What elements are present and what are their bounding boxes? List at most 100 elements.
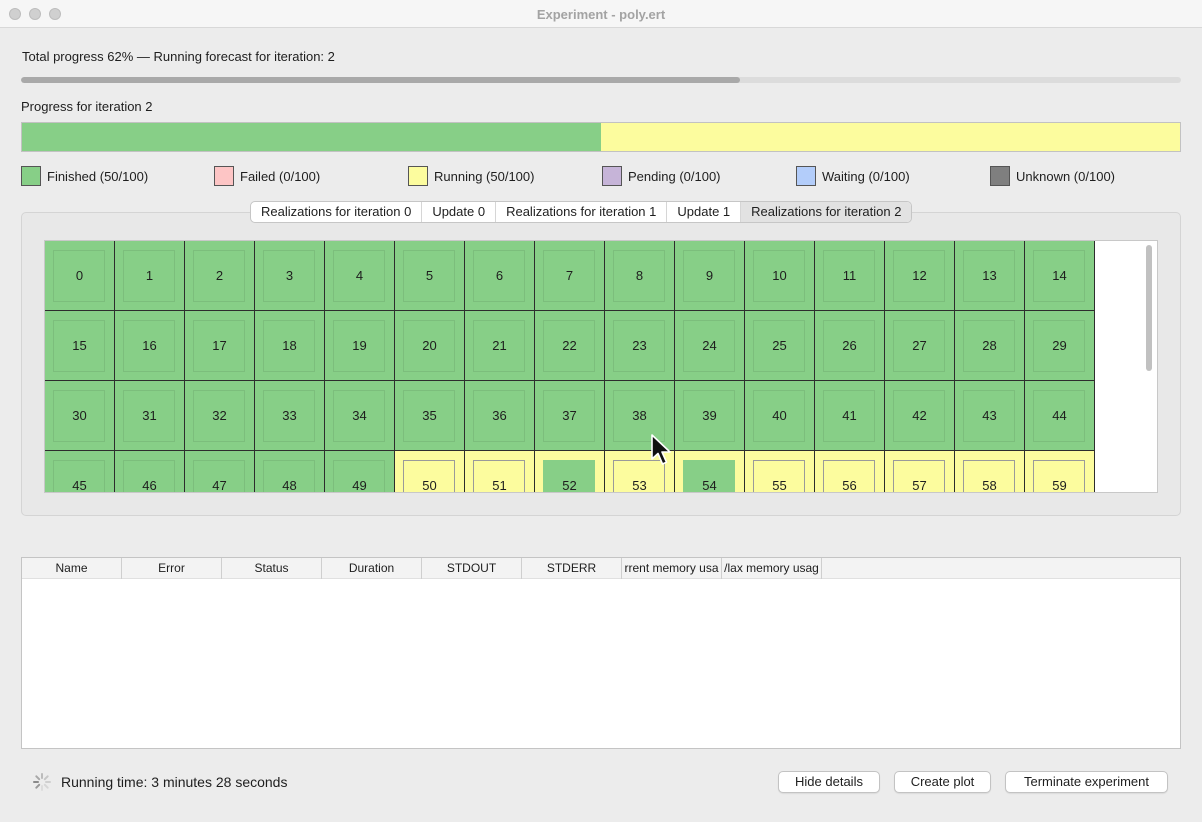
zoom-window-button[interactable] [49, 8, 61, 20]
realization-job-indicator [123, 390, 175, 442]
realization-cell[interactable]: 23 [605, 311, 675, 381]
minimize-window-button[interactable] [29, 8, 41, 20]
grid-scroll-thumb[interactable] [1146, 245, 1152, 371]
terminate-experiment-button[interactable]: Terminate experiment [1005, 771, 1168, 793]
realization-cell[interactable]: 39 [675, 381, 745, 451]
realization-cell[interactable]: 56 [815, 451, 885, 492]
column-header[interactable]: Status [222, 558, 322, 579]
realization-cell[interactable]: 54 [675, 451, 745, 492]
realization-job-indicator [53, 250, 105, 302]
realization-cell[interactable]: 11 [815, 241, 885, 311]
realization-cell[interactable]: 42 [885, 381, 955, 451]
create-plot-button[interactable]: Create plot [894, 771, 991, 793]
realization-number: 41 [842, 408, 857, 423]
tab-realizations-iteration-0[interactable]: Realizations for iteration 0 [251, 202, 423, 222]
realization-cell[interactable]: 51 [465, 451, 535, 492]
column-header[interactable]: Name [22, 558, 122, 579]
realization-cell[interactable]: 47 [185, 451, 255, 492]
realization-cell[interactable]: 15 [45, 311, 115, 381]
tab-realizations-iteration-1[interactable]: Realizations for iteration 1 [496, 202, 668, 222]
realization-cell[interactable]: 2 [185, 241, 255, 311]
realization-cell[interactable]: 44 [1025, 381, 1095, 451]
realization-cell[interactable]: 36 [465, 381, 535, 451]
realization-cell[interactable]: 21 [465, 311, 535, 381]
realization-cell[interactable]: 14 [1025, 241, 1095, 311]
realization-cell[interactable]: 22 [535, 311, 605, 381]
realization-cell[interactable]: 28 [955, 311, 1025, 381]
realization-job-indicator [193, 460, 245, 492]
realization-cell[interactable]: 49 [325, 451, 395, 492]
realization-cell[interactable]: 8 [605, 241, 675, 311]
realization-cell[interactable]: 18 [255, 311, 325, 381]
realization-cell[interactable]: 45 [45, 451, 115, 492]
realization-cell[interactable]: 59 [1025, 451, 1095, 492]
realization-cell[interactable]: 19 [325, 311, 395, 381]
tab-update-0[interactable]: Update 0 [422, 202, 497, 222]
realization-cell[interactable]: 31 [115, 381, 185, 451]
realization-cell[interactable]: 20 [395, 311, 465, 381]
realization-cell[interactable]: 4 [325, 241, 395, 311]
grid-vertical-scrollbar[interactable] [1146, 243, 1154, 491]
realization-cell[interactable]: 6 [465, 241, 535, 311]
realization-grid-view[interactable]: 0 1 2 3 4 5 6 7 8 9 10 11 12 13 14 15 16 17 18 19 20 21 22 23 24… [44, 240, 1158, 493]
realization-cell[interactable]: 33 [255, 381, 325, 451]
realization-job-indicator [823, 250, 875, 302]
realization-cell[interactable]: 48 [255, 451, 325, 492]
realization-cell[interactable]: 1 [115, 241, 185, 311]
realization-cell[interactable]: 17 [185, 311, 255, 381]
realization-number: 6 [495, 268, 504, 283]
legend-pending-label: Pending (0/100) [628, 168, 721, 184]
close-window-button[interactable] [9, 8, 21, 20]
realization-job-indicator [893, 250, 945, 302]
realization-job-indicator [193, 320, 245, 372]
realization-cell[interactable]: 10 [745, 241, 815, 311]
tab-realizations-iteration-2[interactable]: Realizations for iteration 2 [741, 202, 912, 222]
realization-job-indicator [963, 390, 1015, 442]
realization-cell[interactable]: 41 [815, 381, 885, 451]
realization-cell[interactable]: 25 [745, 311, 815, 381]
column-header[interactable]: rrent memory usa [622, 558, 722, 579]
realization-cell[interactable]: 37 [535, 381, 605, 451]
realization-cell[interactable]: 27 [885, 311, 955, 381]
job-table[interactable]: Name Error Status Duration STDOUT STDERR rrent… [21, 557, 1181, 749]
realization-cell[interactable]: 13 [955, 241, 1025, 311]
realization-cell[interactable]: 29 [1025, 311, 1095, 381]
realization-number: 4 [355, 268, 364, 283]
realization-cell[interactable]: 30 [45, 381, 115, 451]
realization-cell[interactable]: 50 [395, 451, 465, 492]
realization-cell[interactable]: 7 [535, 241, 605, 311]
realization-cell[interactable]: 3 [255, 241, 325, 311]
hide-details-button[interactable]: Hide details [778, 771, 880, 793]
legend-pending: Pending (0/100) [602, 165, 721, 187]
realization-cell[interactable]: 9 [675, 241, 745, 311]
realization-job-indicator [333, 320, 385, 372]
job-table-header: Name Error Status Duration STDOUT STDERR rrent… [22, 558, 1180, 579]
realization-cell[interactable]: 40 [745, 381, 815, 451]
realization-cell[interactable]: 32 [185, 381, 255, 451]
realization-cell[interactable]: 43 [955, 381, 1025, 451]
realization-cell[interactable]: 35 [395, 381, 465, 451]
column-header[interactable]: STDERR [522, 558, 622, 579]
realization-cell[interactable]: 12 [885, 241, 955, 311]
column-header[interactable]: Error [122, 558, 222, 579]
realization-cell[interactable]: 26 [815, 311, 885, 381]
realization-cell[interactable]: 0 [45, 241, 115, 311]
column-header[interactable]: STDOUT [422, 558, 522, 579]
realization-cell[interactable]: 46 [115, 451, 185, 492]
legend-running: Running (50/100) [408, 165, 534, 187]
realization-cell[interactable]: 57 [885, 451, 955, 492]
column-header[interactable]: Duration [322, 558, 422, 579]
realization-cell[interactable]: 55 [745, 451, 815, 492]
realization-number: 28 [982, 338, 997, 353]
realization-cell[interactable]: 34 [325, 381, 395, 451]
realization-cell[interactable]: 16 [115, 311, 185, 381]
realization-cell[interactable]: 58 [955, 451, 1025, 492]
realization-cell[interactable]: 52 [535, 451, 605, 492]
column-header[interactable]: /lax memory usag [722, 558, 822, 579]
realization-job-indicator [403, 460, 455, 492]
realization-number: 43 [982, 408, 997, 423]
realization-cell[interactable]: 24 [675, 311, 745, 381]
realization-cell[interactable]: 38 [605, 381, 675, 451]
tab-update-1[interactable]: Update 1 [667, 202, 742, 222]
realization-cell[interactable]: 5 [395, 241, 465, 311]
